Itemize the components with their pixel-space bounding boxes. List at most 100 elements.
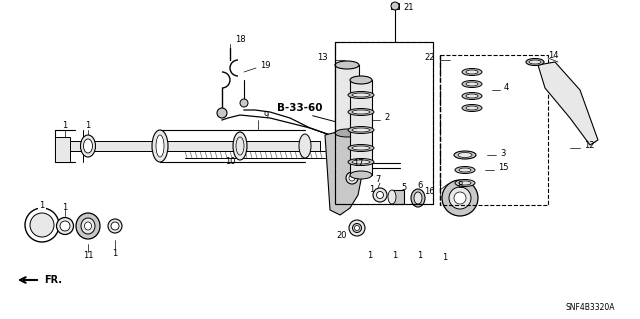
Ellipse shape [352, 128, 370, 132]
Text: 1: 1 [85, 122, 91, 130]
Polygon shape [325, 130, 362, 215]
Text: FR.: FR. [44, 275, 62, 285]
Ellipse shape [236, 137, 244, 155]
Circle shape [30, 213, 54, 237]
Ellipse shape [414, 192, 422, 204]
Text: 20: 20 [337, 232, 348, 241]
Circle shape [454, 192, 466, 204]
Ellipse shape [352, 110, 370, 114]
Ellipse shape [388, 190, 396, 204]
Text: 1: 1 [40, 201, 45, 210]
Ellipse shape [346, 172, 358, 184]
Ellipse shape [353, 224, 362, 233]
Ellipse shape [56, 218, 74, 234]
Bar [335, 42, 433, 204]
Ellipse shape [348, 127, 374, 133]
Bar [392, 190, 404, 204]
Text: 18: 18 [235, 35, 246, 44]
Ellipse shape [84, 222, 92, 230]
Ellipse shape [81, 218, 95, 234]
Polygon shape [538, 62, 598, 145]
Ellipse shape [152, 130, 168, 162]
Bar [55, 137, 70, 162]
Bar [391, 3, 399, 9]
Bar [350, 80, 372, 175]
Text: 1: 1 [442, 253, 447, 262]
Bar [335, 42, 433, 204]
Text: 1: 1 [62, 122, 68, 130]
Text: 4: 4 [504, 84, 509, 93]
Ellipse shape [349, 220, 365, 236]
Text: 12: 12 [584, 142, 595, 151]
Ellipse shape [466, 94, 478, 98]
Text: B-33-60: B-33-60 [277, 103, 323, 113]
Text: 1: 1 [392, 250, 397, 259]
Ellipse shape [466, 106, 478, 110]
Ellipse shape [335, 129, 359, 137]
Circle shape [391, 2, 399, 10]
Ellipse shape [76, 213, 100, 239]
Ellipse shape [462, 80, 482, 87]
Text: 22: 22 [424, 54, 435, 63]
Text: 21: 21 [403, 4, 413, 12]
Text: 19: 19 [260, 61, 271, 70]
Ellipse shape [454, 151, 476, 159]
Text: 7: 7 [375, 175, 381, 184]
Ellipse shape [355, 226, 360, 231]
Ellipse shape [466, 82, 478, 86]
Text: 8: 8 [458, 182, 463, 190]
Ellipse shape [352, 160, 370, 164]
Ellipse shape [462, 69, 482, 76]
Ellipse shape [108, 219, 122, 233]
Text: 3: 3 [500, 149, 506, 158]
Ellipse shape [459, 168, 471, 172]
Ellipse shape [348, 108, 374, 115]
Ellipse shape [466, 70, 478, 74]
Text: 1: 1 [113, 249, 118, 257]
Text: 15: 15 [498, 164, 509, 173]
Ellipse shape [455, 180, 475, 187]
Ellipse shape [350, 76, 372, 84]
Text: 13: 13 [317, 54, 328, 63]
Ellipse shape [458, 152, 472, 158]
Circle shape [442, 180, 478, 216]
Ellipse shape [455, 167, 475, 174]
Ellipse shape [348, 92, 374, 99]
Ellipse shape [240, 99, 248, 107]
Ellipse shape [462, 105, 482, 112]
Ellipse shape [299, 134, 311, 158]
Ellipse shape [459, 181, 471, 185]
Bar [70, 141, 320, 151]
Ellipse shape [60, 221, 70, 231]
Ellipse shape [348, 159, 374, 166]
Text: 2: 2 [384, 114, 389, 122]
Ellipse shape [350, 171, 372, 179]
Ellipse shape [81, 135, 95, 157]
Bar [335, 65, 359, 133]
Ellipse shape [376, 191, 383, 198]
Text: 11: 11 [83, 250, 93, 259]
Ellipse shape [233, 132, 247, 160]
Bar [440, 55, 548, 205]
Circle shape [449, 187, 471, 209]
Ellipse shape [348, 145, 374, 152]
Ellipse shape [411, 189, 425, 207]
Ellipse shape [462, 93, 482, 100]
Text: 1: 1 [367, 250, 372, 259]
Text: 6: 6 [417, 182, 422, 190]
Text: 5: 5 [401, 182, 406, 191]
Text: 1: 1 [369, 186, 374, 195]
Text: 1: 1 [417, 250, 422, 259]
Ellipse shape [349, 175, 355, 181]
Ellipse shape [352, 146, 370, 150]
Text: SNF4B3320A: SNF4B3320A [565, 303, 614, 313]
Ellipse shape [529, 60, 541, 64]
Ellipse shape [83, 139, 93, 153]
Circle shape [25, 208, 59, 242]
Ellipse shape [335, 61, 359, 69]
Text: 10: 10 [225, 158, 236, 167]
Ellipse shape [352, 93, 370, 97]
Ellipse shape [373, 188, 387, 202]
Ellipse shape [526, 58, 544, 65]
Ellipse shape [217, 108, 227, 118]
